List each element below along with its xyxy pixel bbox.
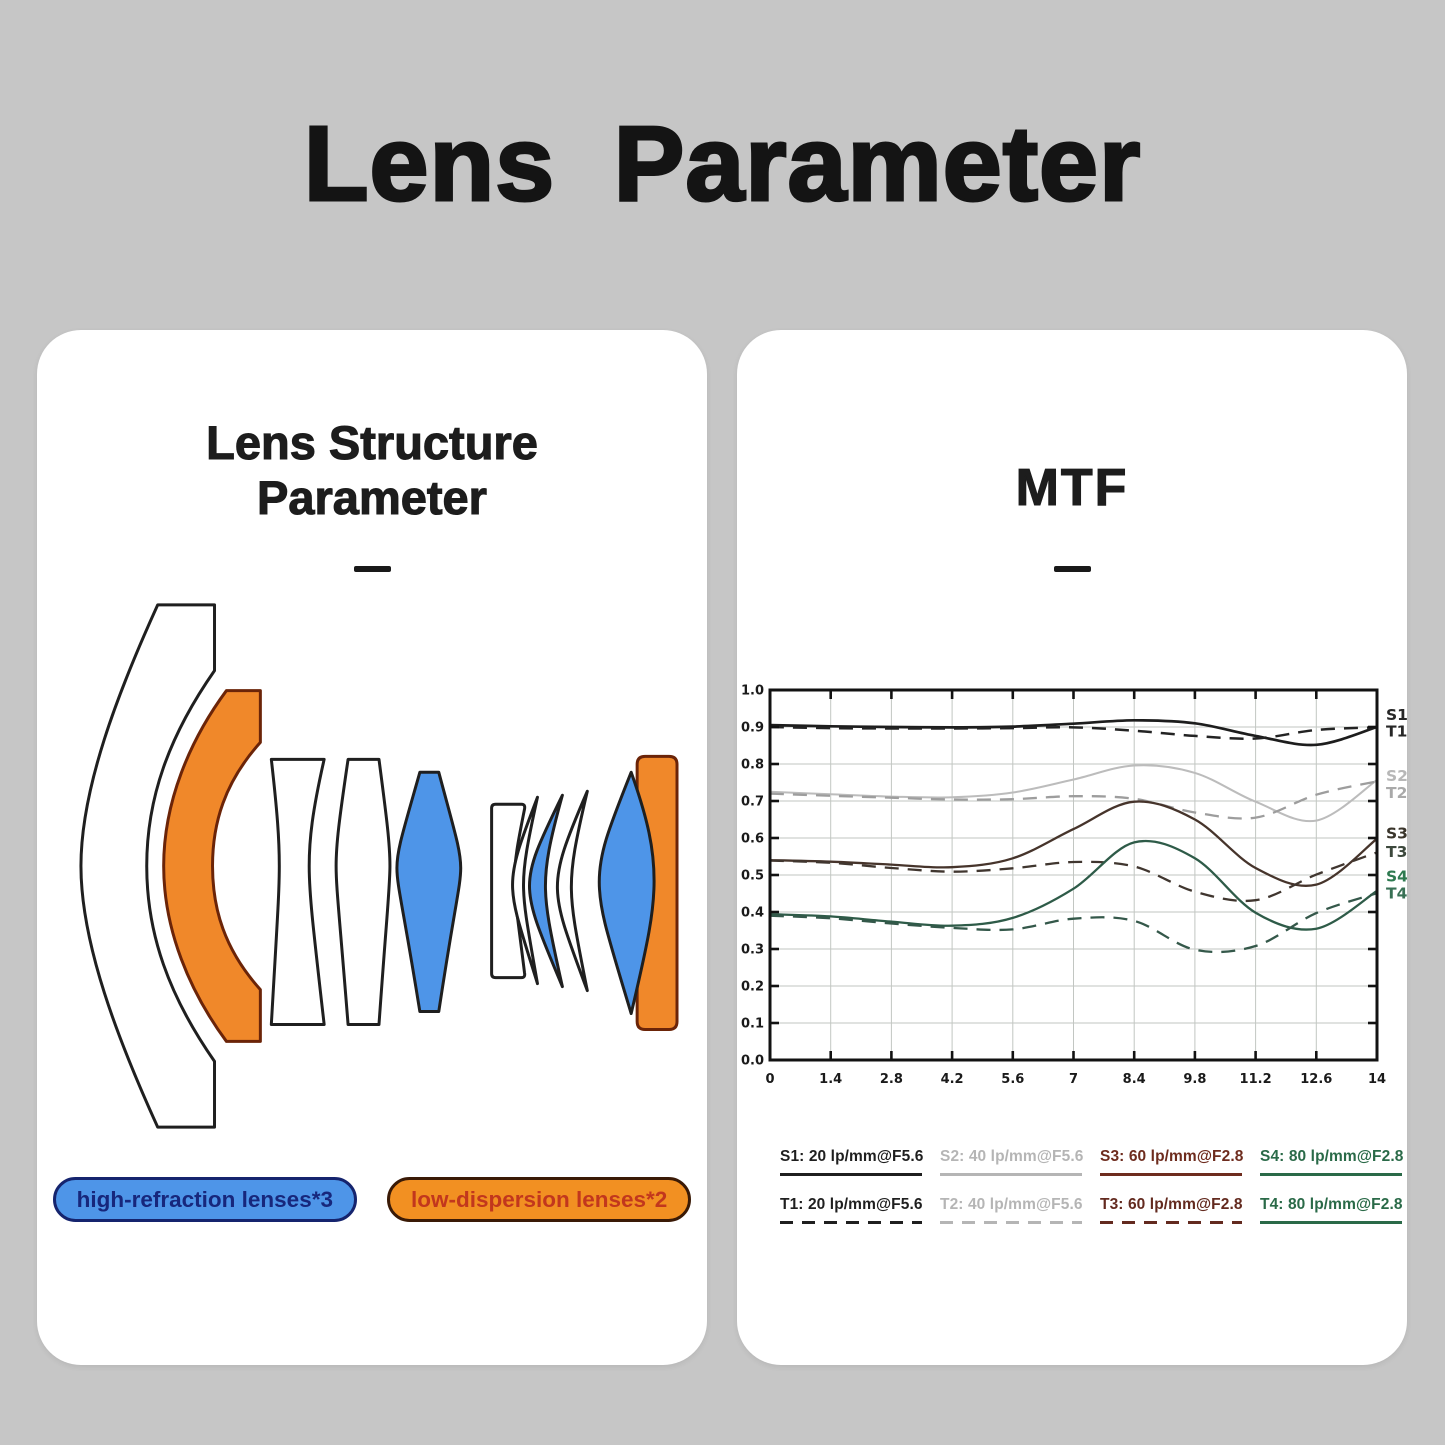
legend-label-T1: T1: 20 lp/mm@F5.6 — [780, 1196, 923, 1213]
mtf-chart-svg: 0.0 0.1 0.2 0.3 0.4 0.5 0.6 0.7 0.8 0.9 1.0 0 1.4 2.8… — [741, 684, 1407, 1088]
lens-element-small-blue-meniscus — [527, 793, 564, 989]
legend-line-S2 — [940, 1173, 1082, 1176]
y-tick-label: 0.4 — [741, 906, 764, 921]
legend-label-T4: T4: 80 lp/mm@F2.8 — [1260, 1196, 1403, 1213]
high-refraction-badge: high-refraction lenses*3 — [52, 1177, 357, 1222]
y-tick-label: 0.6 — [741, 832, 764, 847]
lens-element-orange-meniscus — [162, 689, 262, 1043]
x-tick-label: 7 — [1069, 1072, 1078, 1087]
y-tick-label: 0.1 — [741, 1017, 764, 1032]
x-tick-label: 2.8 — [880, 1072, 903, 1087]
legend-label-T2: T2: 40 lp/mm@F5.6 — [940, 1196, 1083, 1213]
x-tick-label: 5.6 — [1001, 1072, 1024, 1087]
x-tick-label: 8.4 — [1123, 1072, 1146, 1087]
x-tick-label: 12.6 — [1300, 1072, 1332, 1087]
lens-structure-title: Lens Structure Parameter — [206, 415, 539, 524]
x-tick-label: 14 — [1368, 1072, 1386, 1087]
legend-line-S1 — [780, 1173, 922, 1176]
curve-label-S2: S2 — [1386, 767, 1407, 785]
legend-item-S4: S4: 80 lp/mm@F2.8 — [1260, 1148, 1408, 1176]
x-tick-label: 0 — [765, 1072, 774, 1087]
low-dispersion-badge-label: low-dispersion lenses*2 — [410, 1186, 668, 1212]
legend-item-T4: T4: 80 lp/mm@F2.8 — [1260, 1196, 1408, 1224]
lens-element-small-slab — [490, 802, 527, 980]
legend-item-T1: T1: 20 lp/mm@F5.6 — [780, 1196, 928, 1224]
legend-label-S3: S3: 60 lp/mm@F2.8 — [1100, 1148, 1244, 1165]
legend-line-T1 — [780, 1221, 922, 1224]
x-tick-label: 4.2 — [941, 1072, 964, 1087]
low-dispersion-badge: low-dispersion lenses*2 — [386, 1177, 692, 1222]
legend-label-T3: T3: 60 lp/mm@F2.8 — [1100, 1196, 1243, 1213]
mtf-curve-T1 — [769, 725, 1378, 740]
curve-label-S4: S4 — [1386, 868, 1407, 886]
mtf-curve-S1 — [769, 718, 1378, 747]
curve-label-S3: S3 — [1386, 825, 1407, 843]
lens-structure-diagram — [79, 603, 679, 1129]
mtf-title: MTF — [1015, 458, 1129, 517]
x-tick-label: 11.2 — [1240, 1072, 1272, 1087]
mtf-chart: 0.0 0.1 0.2 0.3 0.4 0.5 0.6 0.7 0.8 0.9 1.0 0 1.4 2.8… — [737, 682, 1407, 1090]
curve-label-T1: T1 — [1386, 722, 1407, 740]
y-tick-label: 0.0 — [741, 1054, 764, 1069]
legend-item-T2: T2: 40 lp/mm@F5.6 — [940, 1196, 1088, 1224]
legend-line-S4 — [1260, 1173, 1402, 1176]
mtf-curve-S4 — [769, 839, 1378, 931]
x-tick-label: 9.8 — [1183, 1072, 1206, 1087]
x-tick-label: 1.4 — [819, 1072, 842, 1087]
mtf-curve-T4 — [769, 892, 1378, 954]
y-tick-label: 0.8 — [741, 758, 764, 773]
y-tick-label: 0.2 — [741, 980, 764, 995]
y-tick-label: 0.3 — [741, 943, 764, 958]
mtf-curve-S2 — [769, 764, 1378, 823]
curve-label-T3: T3 — [1386, 843, 1407, 861]
legend-item-S1: S1: 20 lp/mm@F5.6 — [780, 1148, 928, 1176]
legend-line-T2 — [940, 1221, 1082, 1224]
y-tick-label: 0.5 — [741, 869, 764, 884]
y-tick-label: 0.9 — [741, 721, 764, 736]
page-title: Lens Parameter — [302, 104, 1142, 225]
legend-line-S3 — [1100, 1173, 1242, 1176]
lens-structure-header: Lens Structure Parameter — [37, 330, 707, 578]
lens-material-badges: high-refraction lenses*3 low-dispersion … — [37, 1177, 707, 1222]
curve-label-S1: S1 — [1386, 706, 1407, 724]
legend-item-S2: S2: 40 lp/mm@F5.6 — [940, 1148, 1088, 1176]
legend-label-S1: S1: 20 lp/mm@F5.6 — [780, 1148, 924, 1165]
mtf-legend: S1: 20 lp/mm@F5.6 S2: 40 lp/mm@F5.6 S3: 60… — [780, 1148, 1407, 1224]
curve-label-T4: T4 — [1386, 885, 1407, 903]
y-tick-label: 1.0 — [741, 684, 764, 699]
lens-element-front-shell — [79, 603, 217, 1129]
legend-line-T3 — [1100, 1221, 1242, 1224]
mtf-card: MTF 0.0 0.1 0.2 0.3 0.4 0.5 0.6 0.7 0.8 0.9 1.0 0 1.… — [737, 330, 1407, 1365]
legend-item-S3: S3: 60 lp/mm@F2.8 — [1100, 1148, 1248, 1176]
legend-label-S2: S2: 40 lp/mm@F5.6 — [940, 1148, 1084, 1165]
mtf-curve-T3 — [769, 851, 1378, 903]
cards-row: Lens Structure Parameter — [37, 330, 1407, 1365]
mtf-header: MTF — [737, 330, 1407, 578]
mtf-curve-T2 — [769, 780, 1378, 820]
lens-element-thin-lens — [334, 757, 392, 1026]
lens-element-small-white-meniscus-2 — [555, 789, 589, 993]
lens-element-concave-slab — [269, 757, 326, 1026]
mtf-curve-S3 — [769, 800, 1378, 887]
lens-element-small-white-meniscus-1 — [511, 795, 539, 986]
lens-structure-card: Lens Structure Parameter — [37, 330, 707, 1365]
legend-item-T3: T3: 60 lp/mm@F2.8 — [1100, 1196, 1248, 1224]
curve-label-T2: T2 — [1386, 784, 1407, 802]
y-tick-label: 0.7 — [741, 795, 764, 810]
high-refraction-badge-label: high-refraction lenses*3 — [76, 1186, 333, 1212]
legend-label-S4: S4: 80 lp/mm@F2.8 — [1260, 1148, 1404, 1165]
divider-dash — [353, 566, 391, 572]
legend-line-T4 — [1260, 1221, 1402, 1224]
lens-element-rear-blue-biconvex — [597, 770, 656, 1016]
divider-dash — [1053, 566, 1091, 572]
lens-element-blue-biconvex — [395, 770, 463, 1014]
